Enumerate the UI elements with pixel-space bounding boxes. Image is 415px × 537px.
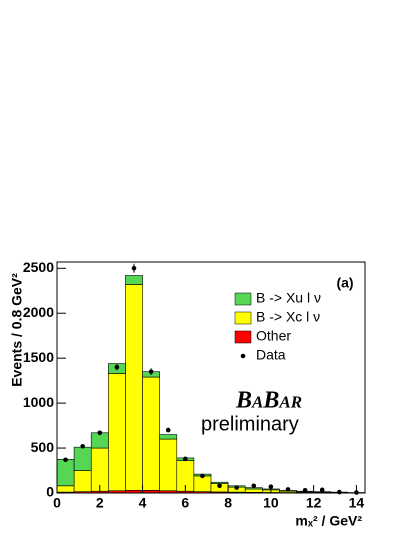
data-point <box>234 485 239 490</box>
data-point <box>148 369 154 374</box>
preliminary-label: preliminary <box>201 413 299 435</box>
bar-segment <box>159 438 178 492</box>
data-point <box>183 456 188 462</box>
data-point <box>165 427 171 433</box>
x-tick-label: 14 <box>349 495 365 511</box>
y-axis-label: Events / 0.8 GeV² <box>9 273 25 387</box>
y-tick-label: 1000 <box>23 394 54 410</box>
bar-segment <box>56 485 75 493</box>
x-tick-label: 2 <box>96 495 104 511</box>
bar-segment <box>73 470 92 492</box>
collab-logo: BaBar <box>235 388 302 414</box>
data-point <box>200 473 205 479</box>
legend-label: Other <box>256 328 291 344</box>
data-point <box>319 487 325 493</box>
bar-segment <box>90 447 109 492</box>
legend-swatch <box>234 311 252 325</box>
plot-frame <box>56 261 366 494</box>
data-point <box>217 483 222 489</box>
data-point <box>97 430 103 436</box>
bar-segment <box>193 475 212 492</box>
bar-segment <box>73 446 92 471</box>
data-point <box>285 487 291 492</box>
bar-segment <box>108 373 126 492</box>
x-tick-label: 8 <box>224 495 232 511</box>
bar-segment <box>210 481 229 484</box>
y-tick-label: 500 <box>31 439 55 455</box>
bar-segment <box>159 434 178 440</box>
y-tick-label: 1500 <box>23 349 54 365</box>
data-point <box>114 364 120 370</box>
data-point <box>63 457 68 463</box>
x-tick-label: 6 <box>181 495 189 511</box>
bar-segment <box>244 488 263 493</box>
data-point <box>302 488 308 493</box>
y-tick-label: 0 <box>46 484 54 500</box>
y-tick-label: 2500 <box>23 259 54 275</box>
data-point <box>251 483 257 489</box>
bar-segment <box>125 284 143 491</box>
bar-segment <box>142 376 160 491</box>
panel-label: (a) <box>336 275 353 291</box>
legend-marker <box>240 353 246 359</box>
bar-segment <box>56 458 75 487</box>
legend-swatch <box>234 292 252 306</box>
x-tick-label: 12 <box>306 495 322 511</box>
legend-swatch <box>234 330 252 344</box>
bar-segment <box>125 275 143 285</box>
data-point <box>131 265 137 271</box>
x-tick-label: 0 <box>53 495 61 511</box>
data-point <box>337 489 342 495</box>
x-axis-label: mₓ² / GeV² <box>295 513 362 529</box>
y-tick-label: 2000 <box>23 304 54 320</box>
x-tick-label: 4 <box>139 495 147 511</box>
data-point <box>80 443 85 449</box>
legend-label: B -> Xc l ν <box>256 309 320 325</box>
legend-label: B -> Xu l ν <box>256 290 321 306</box>
x-tick-label: 10 <box>263 495 279 511</box>
legend-label: Data <box>256 347 286 363</box>
